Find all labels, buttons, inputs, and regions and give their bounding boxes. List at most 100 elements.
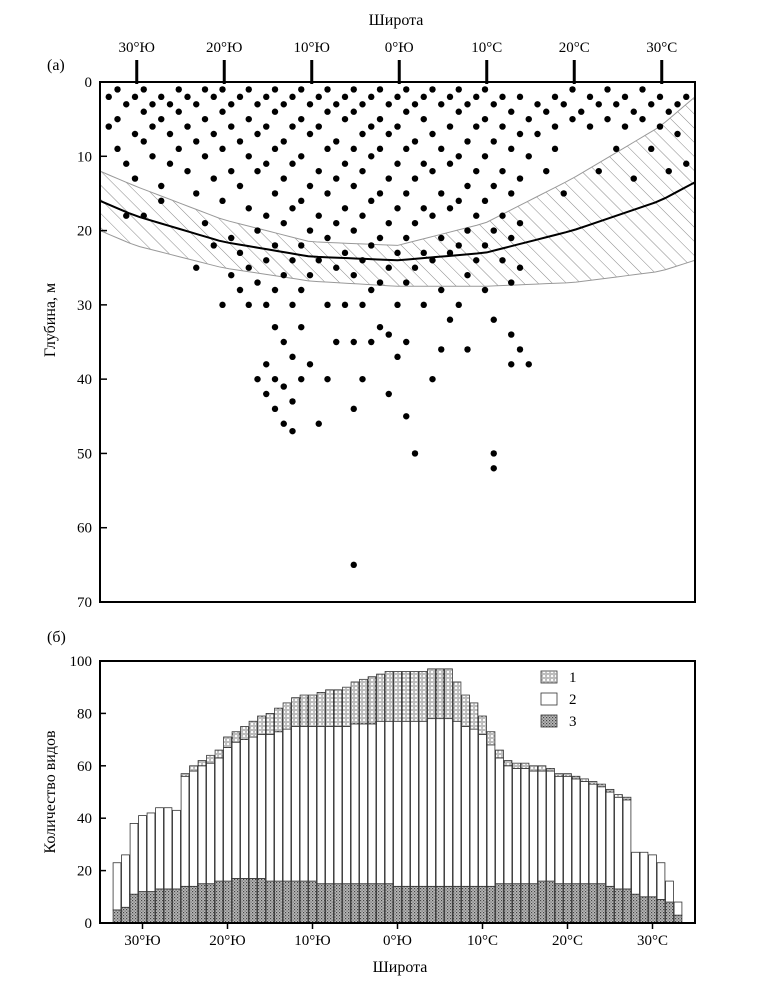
scatter-points xyxy=(105,86,690,569)
bar-segment-series-3 xyxy=(231,878,241,924)
scatter-point xyxy=(674,101,681,108)
bar-segment-series-2 xyxy=(435,718,445,887)
bar-segment-series-1 xyxy=(495,749,504,759)
scatter-point xyxy=(438,145,445,153)
scatter-point xyxy=(140,138,147,145)
count-tick-label: 60 xyxy=(77,759,92,775)
scatter-point xyxy=(560,101,567,108)
scatter-point xyxy=(158,93,165,101)
bar-segment-series-2 xyxy=(248,736,258,879)
bar-segment-series-3 xyxy=(282,880,292,924)
scatter-point xyxy=(490,465,497,472)
scatter-point xyxy=(114,145,121,153)
scatter-point xyxy=(508,108,515,115)
bar-segment-series-2 xyxy=(588,783,598,885)
scatter-point xyxy=(341,205,349,212)
scatter-point xyxy=(508,190,515,197)
scatter-point xyxy=(490,182,497,190)
bar-segment-series-1 xyxy=(333,689,343,727)
bar-segment-series-1 xyxy=(486,731,496,746)
bar-segment-series-2 xyxy=(214,757,224,882)
scatter-point xyxy=(368,286,375,294)
scatter-point xyxy=(473,123,480,130)
scatter-point xyxy=(333,338,340,346)
bar-segment-series-1 xyxy=(206,754,215,764)
scatter-point xyxy=(376,234,384,242)
depth-tick-label: 10 xyxy=(77,149,92,165)
bar-segment-series-3 xyxy=(461,885,470,924)
bar-segment-series-2 xyxy=(401,720,411,887)
scatter-point xyxy=(560,190,567,197)
scatter-point xyxy=(114,115,121,123)
scatter-point xyxy=(551,145,559,153)
scatter-point xyxy=(368,338,375,346)
bar-segment-series-3 xyxy=(180,885,190,924)
scatter-point xyxy=(280,420,287,427)
scatter-point xyxy=(578,108,585,115)
bar-segment-series-3 xyxy=(495,883,504,924)
bar-segment-series-3 xyxy=(673,914,683,924)
bar-segment-series-3 xyxy=(197,883,207,924)
scatter-point xyxy=(665,108,672,115)
latitude-tick-label: 10°С xyxy=(467,933,498,949)
bar-segment-series-3 xyxy=(240,878,249,924)
top-tick-label: 20°С xyxy=(559,40,590,56)
scatter-point xyxy=(306,182,314,190)
bar-segment-series-2 xyxy=(605,791,615,887)
depth-band xyxy=(99,96,696,287)
scatter-point xyxy=(516,175,524,182)
scatter-point xyxy=(298,242,305,249)
scatter-point xyxy=(298,286,305,294)
bar-segment-series-3 xyxy=(580,883,589,924)
latitude-axis-title: Широта xyxy=(373,959,428,976)
bar-segment-series-2 xyxy=(461,726,470,887)
scatter-point xyxy=(201,86,209,93)
bar-segment-series-2 xyxy=(410,720,419,887)
scatter-point xyxy=(289,123,296,130)
bar-segment-series-2 xyxy=(206,762,215,885)
bar-segment-series-2 xyxy=(537,770,547,882)
bar-segment-series-1 xyxy=(350,681,360,725)
panel-b-label: (б) xyxy=(47,629,66,646)
bar-segment-series-1 xyxy=(418,671,428,722)
scatter-point xyxy=(254,101,261,108)
bar-segment-series-3 xyxy=(452,885,462,924)
count-tick-label: 20 xyxy=(77,864,92,880)
scatter-point xyxy=(175,108,182,115)
scatter-point xyxy=(228,234,235,242)
bar-segment-series-1 xyxy=(461,694,470,727)
scatter-point xyxy=(193,138,200,145)
scatter-point xyxy=(543,167,550,175)
scatter-point xyxy=(149,123,156,130)
scatter-point xyxy=(350,561,357,569)
scatter-point xyxy=(263,390,270,398)
scatter-point xyxy=(376,115,384,123)
bar-segment-series-3 xyxy=(359,883,368,924)
scatter-point xyxy=(630,108,637,115)
scatter-point xyxy=(403,145,410,153)
top-tick-label: 30°Ю xyxy=(119,40,155,56)
bar-segment-series-3 xyxy=(537,880,547,924)
band-lower-edge xyxy=(99,230,696,287)
bar-segment-series-2 xyxy=(129,823,139,895)
scatter-point xyxy=(298,197,305,205)
bar-segment-series-3 xyxy=(486,885,496,924)
bar-segment-series-3 xyxy=(223,880,232,924)
depth-axis-title: Глубина, м xyxy=(42,283,59,357)
bar-segment-series-1 xyxy=(291,697,300,727)
scatter-point xyxy=(455,197,462,205)
bar-segment-series-1 xyxy=(223,736,232,748)
scatter-point xyxy=(376,86,384,93)
bar-segment-series-2 xyxy=(520,768,530,885)
bar-segment-series-2 xyxy=(656,862,666,900)
scatter-point xyxy=(245,86,252,93)
bar-segment-series-3 xyxy=(469,885,479,924)
scatter-point xyxy=(499,212,506,219)
scatter-point xyxy=(656,93,664,101)
scatter-point xyxy=(394,205,401,212)
scatter-point xyxy=(359,375,366,383)
bar-segment-series-3 xyxy=(520,883,530,924)
bar-segment-series-3 xyxy=(291,880,300,924)
bar-segment-series-2 xyxy=(418,720,428,887)
